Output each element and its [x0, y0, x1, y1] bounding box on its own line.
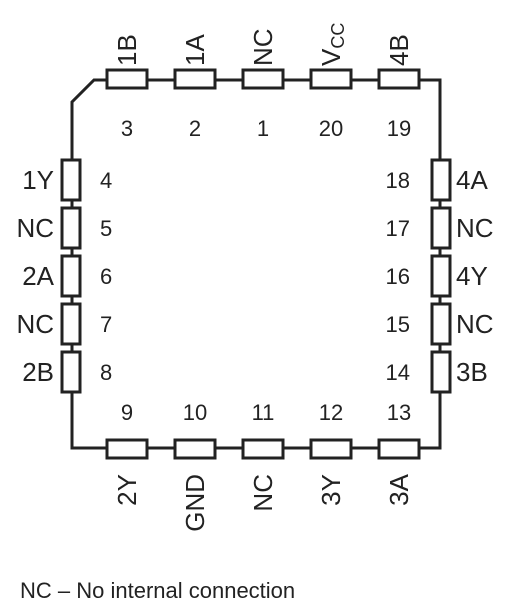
pin-rect-top-19: [379, 70, 419, 88]
pin-rect-left-4: [62, 160, 80, 200]
pin-label-left-8: 2B: [22, 357, 54, 387]
pin-rect-top-1: [243, 70, 283, 88]
pin-rect-bottom-13: [379, 440, 419, 458]
pin-rect-left-8: [62, 352, 80, 392]
pin-number-16: 16: [386, 264, 410, 289]
pin-rect-bottom-11: [243, 440, 283, 458]
pin-number-3: 3: [121, 116, 133, 141]
pin-label-top-1: NC: [248, 28, 278, 66]
pin-label-right-15: NC: [456, 309, 494, 339]
pin-label-bottom-11: NC: [248, 474, 278, 512]
pin-rect-left-7: [62, 304, 80, 344]
pin-rect-right-14: [432, 352, 450, 392]
pin-rect-bottom-10: [175, 440, 215, 458]
pin-number-20: 20: [319, 116, 343, 141]
plcc-pinout-diagram: 3 1B 2 1A 1 NC 20 VCC 19 4B 9 2Y 10 GND 11 NC 12 3Y 13 3A 4 1…: [0, 0, 509, 614]
pin-label-right-18: 4A: [456, 165, 488, 195]
pin-rect-right-16: [432, 256, 450, 296]
pin-label-bottom-12: 3Y: [316, 474, 346, 506]
pin-label-top-19: 4B: [384, 34, 414, 66]
pin-number-11: 11: [252, 400, 275, 425]
pin-number-4: 4: [100, 168, 112, 193]
pin-label-left-7: NC: [16, 309, 54, 339]
pin-number-12: 12: [319, 400, 343, 425]
pin-rect-right-18: [432, 160, 450, 200]
pin-number-5: 5: [100, 216, 112, 241]
pin-label-top-3: 1B: [112, 34, 142, 66]
pin-number-8: 8: [100, 360, 112, 385]
pin-number-19: 19: [387, 116, 411, 141]
nc-footnote: NC – No internal connection: [20, 578, 295, 604]
pin-number-7: 7: [100, 312, 112, 337]
pin-rect-bottom-9: [107, 440, 147, 458]
pin-number-13: 13: [387, 400, 411, 425]
pin-label-left-5: NC: [16, 213, 54, 243]
pin-label-right-16: 4Y: [456, 261, 488, 291]
pin-number-15: 15: [386, 312, 410, 337]
pin-rect-right-15: [432, 304, 450, 344]
pin-number-6: 6: [100, 264, 112, 289]
pin-number-14: 14: [386, 360, 410, 385]
pin-label-top-20: VCC: [316, 23, 348, 66]
pin-label-right-17: NC: [456, 213, 494, 243]
pin-number-18: 18: [386, 168, 410, 193]
pin-label-left-4: 1Y: [22, 165, 54, 195]
pin-rect-left-6: [62, 256, 80, 296]
pin-rect-top-2: [175, 70, 215, 88]
pin-number-9: 9: [121, 400, 133, 425]
pin-label-top-2: 1A: [180, 34, 210, 66]
pin-rect-top-3: [107, 70, 147, 88]
pin-number-17: 17: [386, 216, 410, 241]
pin-rect-top-20: [311, 70, 351, 88]
pin-label-bottom-10: GND: [180, 474, 210, 532]
pin-rect-right-17: [432, 208, 450, 248]
pin-label-bottom-9: 2Y: [112, 474, 142, 506]
pin-number-1: 1: [257, 116, 269, 141]
pin-rect-bottom-12: [311, 440, 351, 458]
pin-label-right-14: 3B: [456, 357, 488, 387]
pin-rect-left-5: [62, 208, 80, 248]
pin-number-2: 2: [189, 116, 201, 141]
pin-label-left-6: 2A: [22, 261, 54, 291]
pin-number-10: 10: [183, 400, 207, 425]
pin-label-bottom-13: 3A: [384, 473, 414, 505]
